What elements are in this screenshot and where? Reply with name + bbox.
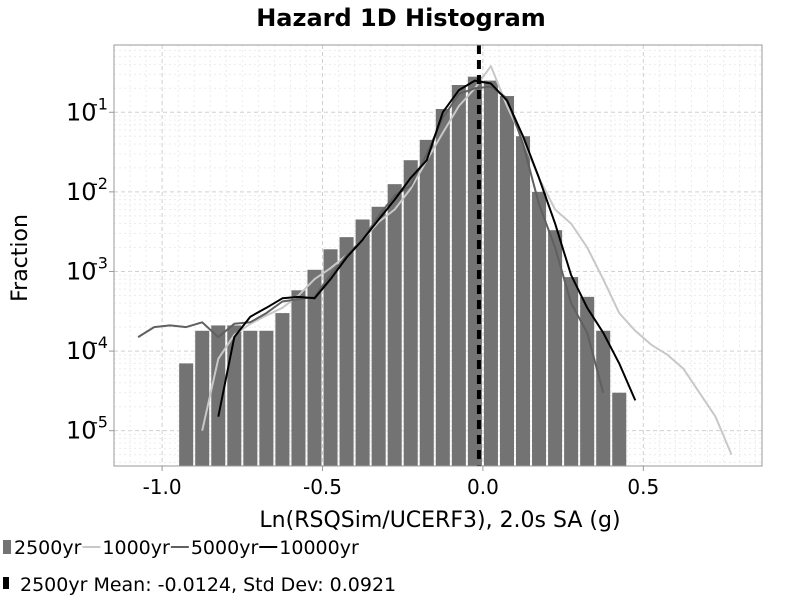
legend-label-5000yr: 5000yr	[191, 537, 259, 559]
plot-border	[113, 44, 763, 467]
histogram-bar	[355, 219, 370, 466]
y-axis-ticks: 10-510-410-310-210-1	[66, 94, 114, 445]
histogram-bar	[435, 108, 450, 467]
mean-annotation: 2500yr Mean: -0.0124, Std Dev: 0.0921	[3, 574, 396, 596]
legend-label-1000yr: 1000yr	[102, 537, 170, 559]
series-line-10000yr	[217, 79, 637, 417]
histogram-bars	[179, 76, 627, 467]
y-tick-label: 10	[66, 178, 97, 206]
x-tick-label: 0.0	[467, 475, 499, 499]
histogram-bar	[275, 313, 290, 466]
x-tick-label: -1.0	[143, 475, 182, 499]
series-line-1000yr	[201, 65, 733, 455]
histogram-bar	[339, 237, 354, 466]
histogram-bar	[532, 191, 547, 466]
x-axis-label: Ln(RSQSim/UCERF3), 2.0s SA (g)	[259, 508, 620, 533]
plot-area	[113, 44, 763, 467]
histogram-bar	[371, 206, 386, 466]
histogram-bar	[548, 230, 563, 466]
mean-legend-swatch	[3, 577, 9, 589]
histogram-bar	[564, 277, 579, 466]
histogram-bar	[403, 160, 418, 466]
y-tick-exponent: -1	[92, 94, 108, 113]
mean-legend-text: 2500yr Mean: -0.0124, Std Dev: 0.0921	[20, 574, 396, 596]
x-tick-label: 0.5	[627, 475, 659, 499]
y-tick-exponent: -2	[92, 174, 108, 193]
y-tick-exponent: -4	[92, 333, 108, 352]
histogram-bar	[612, 392, 627, 466]
legend-label-2500yr: 2500yr	[14, 537, 82, 559]
y-tick-label: 10	[66, 257, 97, 285]
histogram-bar	[419, 139, 434, 466]
y-tick-exponent: -3	[92, 253, 108, 272]
y-tick-label: 10	[66, 417, 97, 445]
histogram-bar	[451, 85, 466, 466]
histogram-bar	[483, 80, 498, 466]
y-axis-label: Fraction	[8, 214, 33, 302]
y-tick-exponent: -5	[92, 413, 108, 432]
histogram-bar	[387, 184, 402, 466]
histogram-bar	[323, 249, 338, 466]
histogram-bar	[259, 330, 274, 466]
histogram-bar	[227, 325, 242, 466]
histogram-bar	[499, 96, 514, 467]
histogram-bar	[195, 330, 210, 466]
histogram-bar	[211, 325, 226, 466]
histogram-bar	[596, 330, 611, 466]
histogram-bar	[307, 269, 322, 466]
histogram-bar	[291, 290, 306, 466]
histogram-bar	[580, 296, 595, 466]
y-tick-label: 10	[66, 337, 97, 365]
series-lines	[137, 65, 733, 455]
y-tick-label: 10	[66, 98, 97, 126]
histogram-bar	[515, 136, 531, 466]
legend-swatch-2500yr	[3, 540, 11, 554]
legend-label-10000yr: 10000yr	[279, 537, 359, 559]
x-tick-label: -0.5	[303, 475, 342, 499]
histogram-bar	[179, 363, 194, 466]
legend: 2500yr 1000yr 5000yr 10000yr	[3, 537, 359, 559]
x-axis-ticks: -1.0 -0.5 0.0 0.5	[143, 466, 659, 499]
chart-title: Hazard 1D Histogram	[256, 4, 546, 32]
series-line-5000yr	[137, 85, 605, 393]
histogram-bar	[243, 330, 258, 466]
